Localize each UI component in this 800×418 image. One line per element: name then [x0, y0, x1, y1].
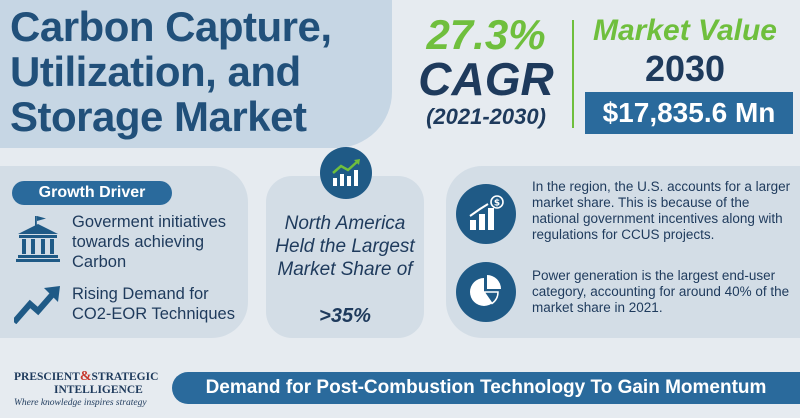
market-value-amount: $17,835.6 Mn: [585, 92, 793, 134]
logo-tagline: Where knowledge inspires strategy: [14, 398, 147, 408]
region-share: >35%: [319, 305, 371, 327]
svg-text:$: $: [494, 199, 500, 209]
insight-text-2: Power generation is the largest end-user…: [532, 268, 790, 315]
region-card: [266, 176, 424, 338]
cagr-period: (2021-2030): [426, 104, 546, 129]
pie-chart-icon: [456, 262, 516, 322]
title-line-1: Carbon Capture,: [10, 3, 332, 50]
growth-driver-heading: Growth Driver: [12, 181, 172, 205]
cagr-label: CAGR: [418, 53, 554, 105]
vertical-divider: [572, 20, 574, 128]
region-statement: North America Held the Largest Market Sh…: [275, 213, 415, 280]
page-title: Carbon Capture, Utilization, and Storage…: [10, 4, 390, 139]
title-line-3: Storage Market: [10, 93, 307, 140]
logo-ampersand: &: [79, 369, 92, 384]
growth-driver-item-2: Rising Demand for CO2-EOR Techniques: [72, 285, 235, 323]
bar-chart-dollar-icon: $: [456, 184, 516, 244]
bank-icon: [16, 216, 60, 262]
growth-chart-icon: [320, 147, 372, 199]
logo-part-2: STRATEGIC: [91, 371, 159, 383]
insight-text-1: In the region, the U.S. accounts for a l…: [532, 179, 791, 242]
trend-up-arrow-icon: [14, 286, 60, 324]
title-panel: [0, 0, 392, 148]
logo-name-line-2: INTELLIGENCE: [54, 384, 143, 396]
title-line-2: Utilization, and: [10, 48, 301, 95]
growth-driver-item-1: Goverment initiatives towards achieving …: [72, 213, 227, 271]
market-value-year: 2030: [644, 48, 726, 89]
logo-name-line-1: PRESCIENT&STRATEGIC: [14, 370, 164, 384]
footer-banner: Demand for Post-Combustion Technology To…: [172, 372, 800, 404]
cagr-value: 27.3%: [426, 11, 546, 58]
logo-part-1: PRESCIENT: [14, 371, 80, 383]
market-value-label: Market Value: [593, 14, 777, 47]
